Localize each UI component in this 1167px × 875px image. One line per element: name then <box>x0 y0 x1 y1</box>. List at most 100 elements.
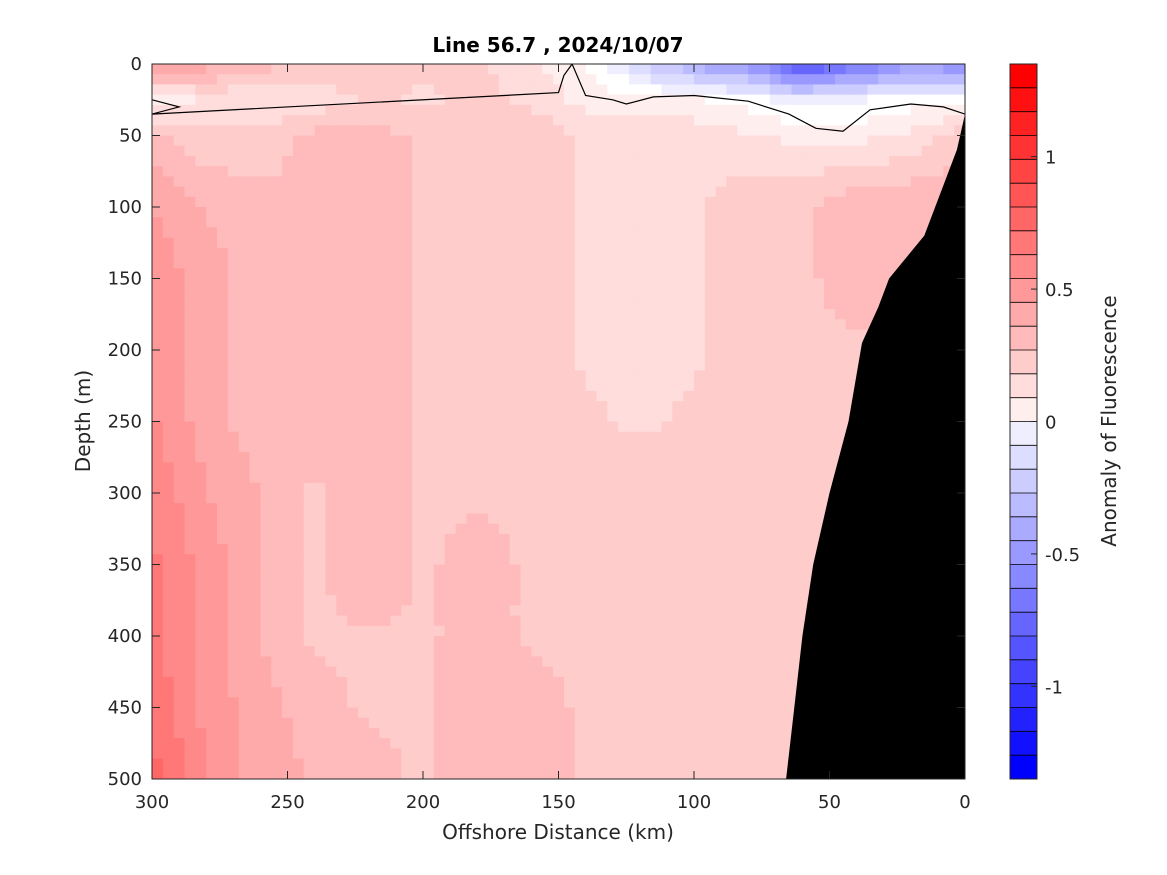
field-cell <box>390 727 402 739</box>
field-cell <box>596 329 608 341</box>
field-cell <box>477 196 489 208</box>
field-cell <box>639 441 652 453</box>
field-cell <box>531 227 543 239</box>
field-cell <box>954 64 965 75</box>
field-cell <box>618 186 630 198</box>
field-cell <box>553 166 565 177</box>
field-cell <box>390 145 402 157</box>
field-cell <box>650 666 663 678</box>
field-cell <box>401 237 413 249</box>
field-cell <box>477 697 489 709</box>
field-cell <box>217 288 229 300</box>
field-cell <box>390 380 402 392</box>
field-cell <box>379 595 392 606</box>
field-cell <box>769 390 782 402</box>
field-cell <box>152 727 164 739</box>
field-cell <box>303 115 316 126</box>
field-cell <box>433 390 446 402</box>
field-cell <box>856 74 869 86</box>
field-cell <box>455 64 467 75</box>
field-cell <box>726 155 738 167</box>
field-cell <box>195 115 207 126</box>
field-cell <box>206 155 218 167</box>
field-cell <box>325 595 337 606</box>
field-cell <box>292 523 305 535</box>
field-cell <box>650 441 663 453</box>
field-cell <box>227 84 240 96</box>
field-cell <box>585 605 598 617</box>
field-cell <box>303 104 316 116</box>
field-cell <box>401 401 413 412</box>
field-cell <box>694 697 706 709</box>
field-cell <box>943 115 955 126</box>
field-cell <box>282 339 294 351</box>
field-cell <box>444 646 457 658</box>
field-cell <box>292 278 305 290</box>
field-cell <box>282 717 294 729</box>
field-cell <box>336 676 348 688</box>
field-cell <box>249 503 261 515</box>
field-cell <box>292 472 305 484</box>
field-cell <box>152 350 164 361</box>
field-cell <box>477 441 489 453</box>
field-cell <box>401 125 413 137</box>
field-cell <box>531 401 543 412</box>
field-cell <box>780 380 793 392</box>
field-cell <box>347 421 359 433</box>
field-cell <box>401 64 413 75</box>
field-cell <box>585 584 598 596</box>
field-cell <box>249 738 261 749</box>
field-cell <box>563 615 576 627</box>
field-cell <box>585 74 598 86</box>
field-cell <box>509 115 522 126</box>
field-cell <box>520 503 532 515</box>
field-cell <box>618 554 630 566</box>
field-cell <box>596 605 608 617</box>
field-cell <box>553 738 565 749</box>
field-cell <box>726 125 738 137</box>
field-cell <box>368 462 381 474</box>
field-cell <box>780 441 793 453</box>
field-cell <box>444 452 457 463</box>
field-cell <box>238 350 251 361</box>
field-cell <box>347 503 359 515</box>
field-cell <box>661 656 673 668</box>
field-cell <box>292 544 305 555</box>
field-cell <box>433 564 446 576</box>
field-cell <box>639 125 652 137</box>
field-cell <box>444 166 457 177</box>
field-cell <box>249 288 261 300</box>
field-cell <box>910 135 923 147</box>
field-cell <box>314 401 327 412</box>
field-cell <box>433 452 446 463</box>
field-cell <box>672 615 684 627</box>
field-cell <box>889 196 901 208</box>
field-cell <box>618 401 630 412</box>
field-cell <box>292 237 305 249</box>
field-cell <box>932 94 944 106</box>
field-cell <box>217 625 229 637</box>
field-cell <box>412 717 424 729</box>
field-cell <box>282 533 294 545</box>
field-cell <box>694 309 706 320</box>
field-cell <box>845 74 858 86</box>
field-cell <box>628 166 641 177</box>
field-cell <box>509 370 522 382</box>
field-cell <box>477 380 489 392</box>
field-cell <box>271 166 283 177</box>
field-cell <box>748 462 760 474</box>
field-cell <box>477 288 489 300</box>
field-cell <box>607 523 619 535</box>
field-cell <box>206 94 218 106</box>
field-cell <box>498 227 511 239</box>
field-cell <box>563 370 576 382</box>
field-cell <box>910 125 923 137</box>
field-cell <box>628 115 641 126</box>
field-cell <box>292 247 305 259</box>
field-cell <box>563 493 576 504</box>
field-cell <box>282 370 294 382</box>
field-cell <box>282 676 294 688</box>
field-cell <box>737 493 749 504</box>
field-cell <box>769 298 782 310</box>
field-cell <box>423 196 435 208</box>
